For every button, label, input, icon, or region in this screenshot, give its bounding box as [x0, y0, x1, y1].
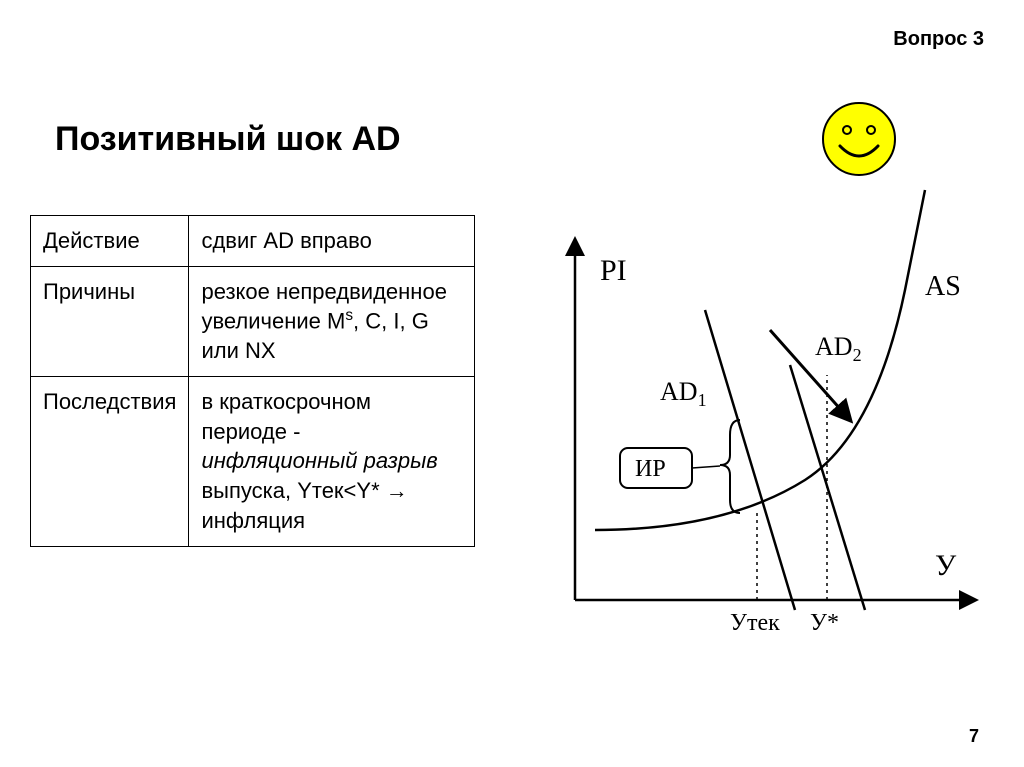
table-row: Действиесдвиг AD вправо [31, 216, 475, 267]
callout-leader [692, 466, 720, 468]
gap-brace [720, 420, 740, 513]
ad2-label: AD2 [815, 332, 862, 365]
table-cell-label: Действие [31, 216, 189, 267]
ad1-label: AD1 [660, 377, 707, 410]
data-table: Действиесдвиг AD вправоПричинырезкое неп… [30, 215, 475, 547]
as-label: AS [925, 271, 961, 302]
table-cell-label: Причины [31, 266, 189, 376]
page-number: 7 [969, 726, 979, 747]
table-row: Причинырезкое непредвиденное увеличение … [31, 266, 475, 376]
ad-as-chart: PI У AS AD2 AD1 Утек У* ИР [505, 180, 1005, 660]
table-cell-value: сдвиг AD вправо [189, 216, 475, 267]
smiley-icon [820, 100, 898, 178]
page-title: Позитивный шок AD [55, 120, 401, 159]
y-axis-label: PI [600, 254, 627, 287]
x-axis-label: У [935, 549, 957, 582]
table-row: Последствияв краткосрочном периоде - инф… [31, 377, 475, 546]
callout-text: ИР [635, 456, 666, 482]
table-cell-label: Последствия [31, 377, 189, 546]
table-cell-value: резкое непредвиденное увеличение Ms, C, … [189, 266, 475, 376]
x-tick-ycur: Утек [730, 610, 780, 636]
table-body: Действиесдвиг AD вправоПричинырезкое неп… [31, 216, 475, 547]
ad1-curve [705, 310, 795, 610]
x-tick-ystar: У* [810, 610, 839, 636]
table-cell-value: в краткосрочном периоде - инфляционный р… [189, 377, 475, 546]
slide-page: Вопрос 3 Позитивный шок AD Действиесдвиг… [0, 0, 1024, 767]
question-label: Вопрос 3 [893, 28, 984, 51]
